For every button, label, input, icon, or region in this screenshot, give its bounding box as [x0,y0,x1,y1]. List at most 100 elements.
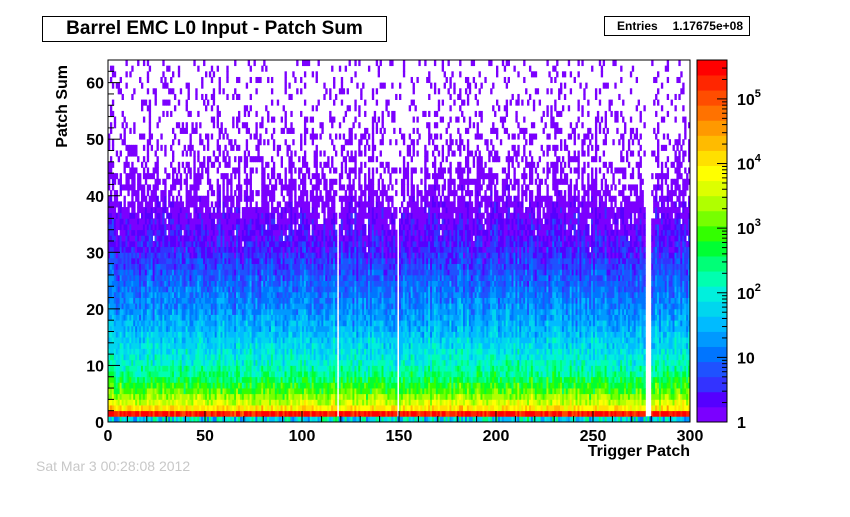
heatmap-cell [139,201,142,208]
heatmap-cell [212,365,216,372]
heatmap-cell [199,365,202,372]
heatmap-cell [189,314,192,321]
heatmap-cell [203,144,206,151]
heatmap-cell [191,365,194,372]
heatmap-cell [113,410,117,417]
heatmap-cell [162,325,165,332]
heatmap-cell [232,320,235,327]
heatmap-cell [185,416,188,423]
heatmap-cell [195,348,198,355]
heatmap-cell [241,371,245,378]
heatmap-cell [119,348,122,355]
heatmap-cell [228,218,231,225]
heatmap-cell [259,382,262,389]
heatmap-cell [205,320,208,327]
heatmap-cell [203,161,206,168]
heatmap-cell [125,122,128,129]
heatmap-cell [236,388,239,395]
heatmap-cell [168,410,171,417]
heatmap-cell [292,342,295,349]
heatmap-cell [152,207,155,214]
heatmap-cell [243,337,247,344]
heatmap-cell [175,241,179,248]
heatmap-cell [139,371,142,378]
heatmap-cell [265,286,268,293]
heatmap-cell [154,252,157,259]
heatmap-cell [199,371,202,378]
heatmap-cell [121,331,124,338]
heatmap-cell [226,207,229,214]
heatmap-cell [259,331,262,338]
heatmap-cell [158,263,161,270]
heatmap-cell [108,195,111,202]
heatmap-cell [282,257,285,265]
heatmap-cell [123,167,126,174]
heatmap-cell [179,359,183,366]
heatmap-cell [282,291,285,298]
heatmap-cell [290,303,293,310]
heatmap-cell [208,416,212,423]
heatmap-cell [206,257,210,265]
heatmap-cell [208,365,212,372]
heatmap-cell [121,257,124,265]
heatmap-cell [203,257,206,265]
heatmap-cell [166,110,169,117]
heatmap-cell [108,201,111,208]
heatmap-cell [237,173,241,180]
heatmap-cell [127,376,130,383]
heatmap-cell [290,241,293,248]
heatmap-cell [125,308,128,315]
heatmap-cell [243,274,247,281]
heatmap-cell [137,303,140,310]
heatmap-cell [286,263,289,270]
heatmap-cell [172,297,175,304]
heatmap-cell [127,252,130,259]
heatmap-cell [189,280,192,287]
heatmap-cell [272,127,276,134]
heatmap-cell [146,320,150,327]
heatmap-cell [185,173,188,180]
heatmap-cell [189,212,192,219]
heatmap-cell [168,303,171,310]
heatmap-cell [290,263,293,270]
heatmap-cell [197,382,200,389]
heatmap-cell [230,376,233,383]
heatmap-cell [265,161,268,168]
heatmap-cell [311,139,315,146]
heatmap-cell [191,297,194,304]
heatmap-cell [263,286,266,293]
heatmap-cell [205,393,208,400]
heatmap-cell [280,116,283,123]
heatmap-cell [152,252,155,259]
heatmap-cell [160,190,163,197]
heatmap-cell [251,195,254,202]
heatmap-cell [282,416,285,423]
heatmap-cell [234,286,237,293]
heatmap-cell [189,201,192,208]
heatmap-cell [210,116,214,123]
heatmap-cell [257,399,260,406]
heatmap-cell [189,241,192,248]
heatmap-cell [220,280,223,287]
heatmap-cell [288,190,291,197]
heatmap-cell [253,263,256,270]
heatmap-cell [148,139,152,146]
heatmap-cell [282,297,285,304]
heatmap-cell [288,376,291,383]
heatmap-cell [189,274,192,281]
heatmap-cell [185,241,188,248]
heatmap-cell [191,320,194,327]
heatmap-cell [127,342,130,349]
heatmap-cell [195,235,198,242]
heatmap-cell [113,195,117,202]
heatmap-cell [187,399,190,406]
heatmap-cell [162,110,165,117]
heatmap-cell [173,291,177,298]
heatmap-cell [177,359,181,366]
heatmap-cell [156,337,159,344]
heatmap-cell [261,365,264,372]
heatmap-cell [286,246,289,253]
heatmap-cell [234,399,237,406]
heatmap-cell [133,416,136,423]
heatmap-cell [117,314,121,321]
